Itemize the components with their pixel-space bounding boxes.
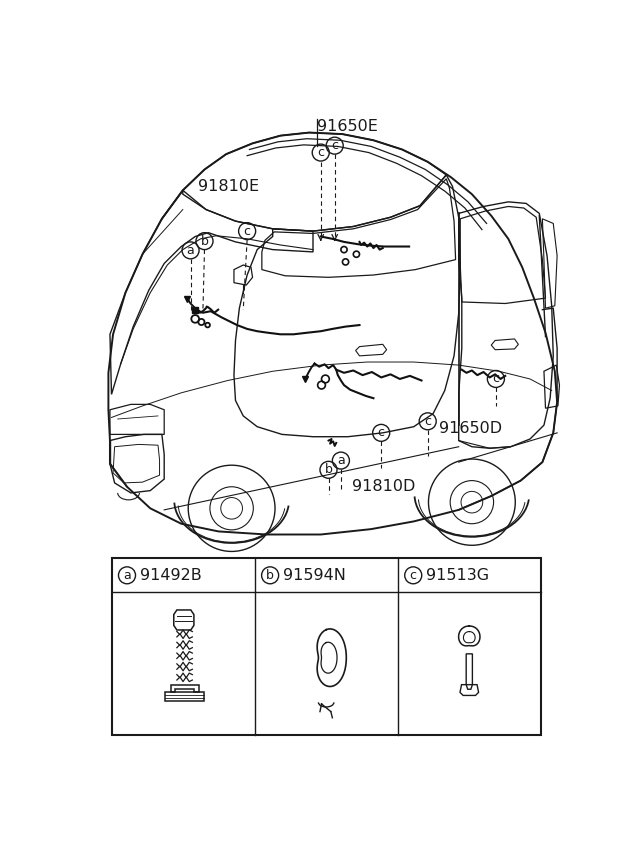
Text: a: a [187,244,194,257]
Text: c: c [317,146,324,159]
Text: c: c [424,415,431,427]
Text: 91513G: 91513G [426,568,489,583]
Text: 91492B: 91492B [140,568,202,583]
Text: 91810D: 91810D [352,479,415,494]
Text: c: c [493,372,499,386]
Text: b: b [200,235,209,248]
Text: a: a [123,569,131,582]
Text: 91650D: 91650D [439,421,502,437]
Text: 91810E: 91810E [198,179,260,193]
Text: c: c [410,569,417,582]
Text: 91650E: 91650E [317,119,378,134]
Bar [111,558,541,735]
Text: c: c [243,225,251,237]
Text: c: c [331,139,338,152]
Text: b: b [266,569,274,582]
Text: b: b [325,463,332,477]
Text: 91594N: 91594N [283,568,346,583]
Text: c: c [377,427,384,439]
Text: a: a [337,454,345,467]
